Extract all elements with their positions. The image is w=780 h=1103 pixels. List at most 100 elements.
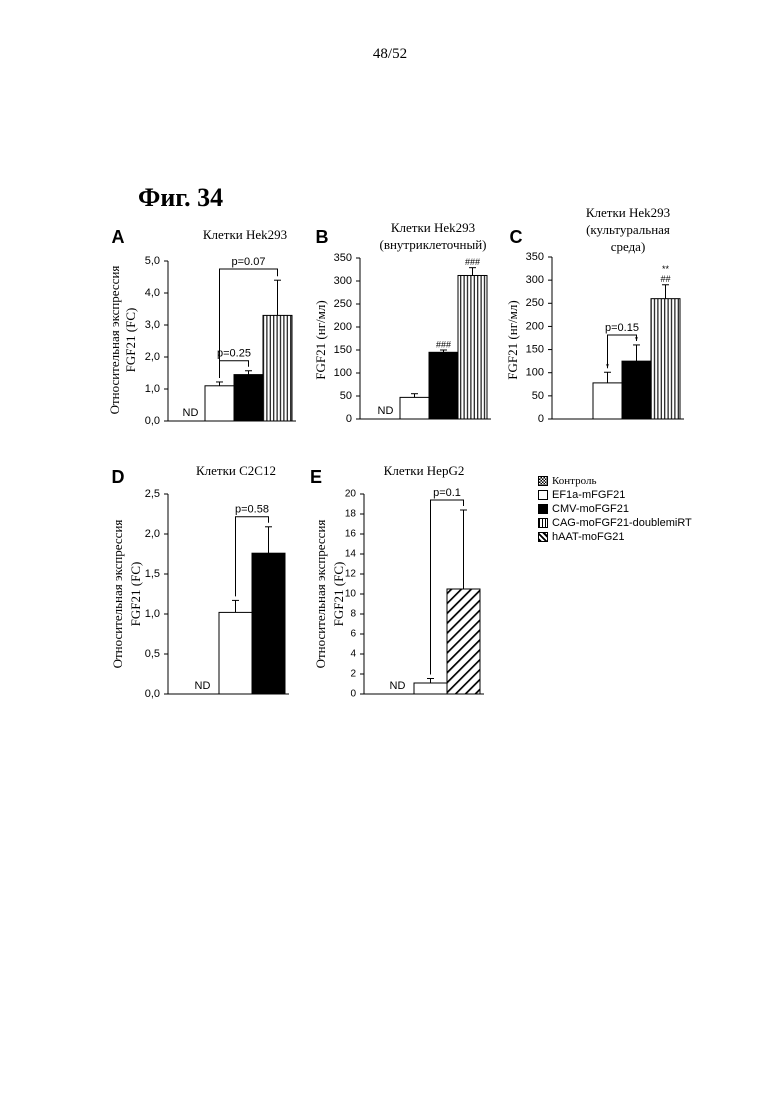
y-tick-label: 100 [334,367,352,379]
y-tick-label: 100 [526,367,544,379]
y-tick-label: 0 [538,413,544,425]
panel-letter: B [316,227,329,247]
legend-swatch-vlines [538,518,548,528]
chart-panel-e: E Клетки HepG2 Относительная экспрессияFGF… [310,463,484,700]
y-tick-label: 1,0 [145,608,160,620]
chart-panel-c: C Клетки Hek293 (культуральная среда) FGF21 … [505,205,684,425]
y-axis-label: Относительная экспрессия [110,520,125,669]
legend-swatch-white [538,490,548,500]
y-tick-label: 1,5 [145,568,160,580]
bar [622,361,651,419]
y-tick-label: 12 [345,569,357,580]
y-tick-label: 0,0 [145,415,160,427]
y-axis-label: FGF21 (FC) [128,562,143,627]
p-value-label: p=0.25 [217,348,251,360]
y-tick-label: 250 [334,298,352,310]
bar [458,275,487,419]
bar [219,612,252,694]
chart-title: (культуральная [586,222,670,237]
significance-mark: ## [660,274,670,284]
legend-label: hAAT-moFG21 [552,531,625,543]
y-axis-label: Относительная экспрессия [107,266,122,415]
p-value-label: p=0.58 [235,504,269,516]
y-tick-label: 1,0 [145,383,160,395]
bar [263,315,292,421]
chart-title: Клетки C2C12 [196,463,276,478]
y-tick-label: 3,0 [145,319,160,331]
chart-title: (внутриклеточный) [380,237,487,252]
legend-item-cmv: CMV-moFGF21 [538,502,692,516]
chart-title: Клетки HepG2 [384,463,465,478]
y-tick-label: 350 [334,252,352,264]
legend-label: CAG-moFGF21-doublemiRT [552,517,692,529]
bar [593,383,622,419]
legend-swatch-dots [538,476,548,486]
y-tick-label: 2 [350,669,356,680]
legend-swatch-diag [538,532,548,542]
bar [429,352,458,419]
significance-mark: ** [662,264,670,274]
y-tick-label: 8 [350,609,356,620]
y-tick-label: 0,0 [145,688,160,700]
y-tick-label: 0 [350,689,356,700]
y-tick-label: 200 [334,321,352,333]
nd-label: ND [378,405,394,417]
y-tick-label: 5,0 [145,255,160,267]
y-axis-label: FGF21 (FC) [123,308,138,373]
y-tick-label: 300 [334,275,352,287]
y-axis-label: FGF21 (нг/мл) [505,300,520,379]
nd-label: ND [183,407,199,419]
legend-swatch-black [538,504,548,514]
y-tick-label: 18 [345,509,357,520]
bar [651,299,680,419]
bar [400,397,429,419]
y-tick-label: 20 [345,489,357,500]
y-tick-label: 50 [340,390,352,402]
y-tick-label: 350 [526,251,544,263]
y-tick-label: 4 [350,649,356,660]
y-tick-label: 4,0 [145,287,160,299]
y-tick-label: 300 [526,274,544,286]
panel-letter: D [112,467,125,487]
y-tick-label: 2,5 [145,488,160,500]
y-tick-label: 14 [345,549,357,560]
bar [205,386,234,421]
chart-title: Клетки Hek293 [586,205,670,220]
legend-item-haat: hAAT-moFG21 [538,530,692,544]
legend-label: CMV-moFGF21 [552,503,629,515]
y-tick-label: 250 [526,297,544,309]
significance-mark: ### [436,339,451,349]
legend: Контроль EF1a-mFGF21 CMV-moFGF21 CAG-moF… [538,474,692,544]
nd-label: ND [195,680,211,692]
y-tick-label: 2,0 [145,528,160,540]
bar [447,589,480,694]
p-value-label: p=0.07 [232,256,266,268]
panel-letter: E [310,467,322,487]
bar [234,375,263,421]
figure-charts: AКлетки Hek293Относительная экспрессияFG… [0,0,780,1103]
chart-title: среда) [611,239,646,254]
legend-label: Контроль [552,475,596,487]
y-axis-label: FGF21 (FC) [331,562,346,627]
panel-letter: A [112,227,125,247]
legend-label: EF1a-mFGF21 [552,489,625,501]
chart-title: Клетки Hek293 [391,220,475,235]
legend-item-cag: CAG-moFGF21-doublemiRT [538,516,692,530]
bar [414,683,447,694]
legend-item-control: Контроль [538,474,692,488]
y-tick-label: 2,0 [145,351,160,363]
bar [252,553,285,694]
y-tick-label: 150 [526,343,544,355]
p-value-label: p=0.1 [433,487,461,499]
y-tick-label: 6 [350,629,356,640]
y-tick-label: 10 [345,589,357,600]
chart-panel-b: BКлетки Hek293(внутриклеточный)FGF21 (нг… [313,220,491,425]
legend-item-ef1a: EF1a-mFGF21 [538,488,692,502]
chart-panel-d: D Клетки C2C12 Относительная экспрессияFGF… [110,463,289,700]
y-tick-label: 0 [346,413,352,425]
y-tick-label: 16 [345,529,357,540]
y-axis-label: Относительная экспрессия [313,520,328,669]
significance-mark: ### [465,257,480,267]
y-tick-label: 0,5 [145,648,160,660]
panel-letter: C [510,227,523,247]
